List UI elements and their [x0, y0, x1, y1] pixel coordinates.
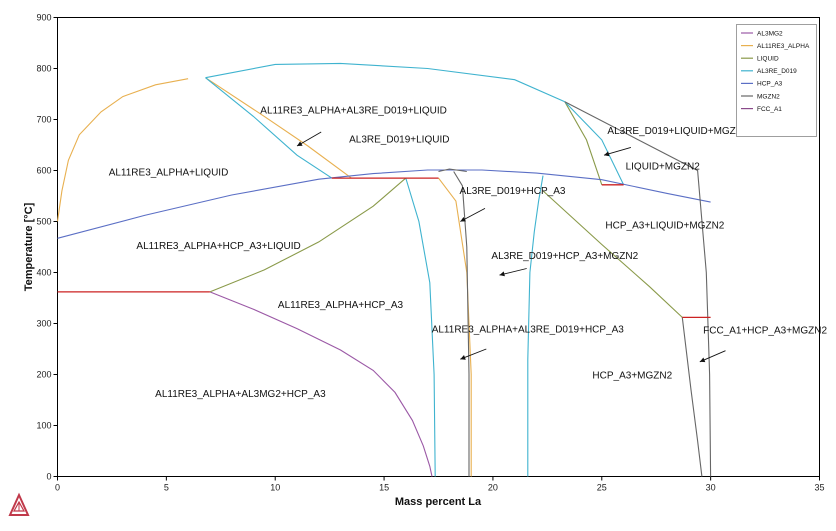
series-al11re3-alpha-line-1 — [205, 77, 352, 179]
region-label-5: AL3RE_D019+HCP_A3 — [460, 186, 566, 197]
region-label-2: AL11RE3_ALPHA+LIQUID — [109, 168, 229, 179]
series-mgzn2-line-1 — [564, 101, 712, 477]
y-tick-label-0: 0 — [46, 472, 51, 482]
legend-label-fcc-a1: FCC_A1 — [757, 106, 782, 113]
series-mgzn2-line-2 — [681, 317, 703, 477]
region-label-12: HCP_A3+MGZN2 — [592, 371, 672, 382]
y-tick-label-4: 400 — [36, 268, 51, 278]
series-al3re-d019-line-3 — [405, 177, 436, 477]
region-label-9: AL11RE3_ALPHA+HCP_A3 — [278, 300, 404, 311]
region-label-7: HCP_A3+LIQUID+MGZN2 — [605, 221, 724, 232]
tie-lines — [57, 177, 711, 319]
y-tick-label-7: 700 — [36, 115, 51, 125]
legend-label-hcp-a3: HCP_A3 — [757, 81, 783, 88]
x-tick-label-3: 15 — [379, 483, 389, 493]
annotation-arrowhead-11 — [699, 357, 706, 363]
series-mgzn2-line-3 — [438, 168, 467, 173]
region-label-3: AL3RE_D019+LIQUID+MGZN2 — [607, 126, 749, 137]
annotation-arrowhead-10 — [460, 355, 466, 360]
x-tick-label-0: 0 — [55, 483, 60, 493]
x-tick-label-6: 30 — [706, 483, 716, 493]
legend: AL3MG2 AL11RE3_ALPHA LIQUID AL3RE_D019 HCP_A… — [736, 24, 817, 137]
series-liquid-line-1 — [542, 190, 683, 318]
legend-box — [736, 24, 817, 137]
legend-label-mgzn2: MGZN2 — [757, 93, 780, 100]
annotation-arrowhead-0 — [297, 141, 303, 146]
legend-label-al3re-d019: AL3RE_D019 — [757, 68, 797, 75]
y-tick-label-1: 100 — [36, 421, 51, 431]
legend-label-liquid: LIQUID — [757, 56, 779, 63]
x-tick-label-1: 5 — [164, 483, 169, 493]
region-label-1: AL3RE_D019+LIQUID — [349, 134, 449, 145]
series-al3re-d019-line-1 — [205, 77, 333, 179]
region-label-8: AL3RE_D019+HCP_A3+MGZN2 — [491, 251, 638, 262]
y-tick-label-5: 500 — [36, 217, 51, 227]
series-mgzn2-line-0 — [453, 171, 470, 477]
annotation-arrowhead-5 — [460, 217, 466, 222]
annotation-arrowhead-8 — [499, 271, 505, 277]
y-tick-label-8: 800 — [36, 64, 51, 74]
region-label-0: AL11RE3_ALPHA+AL3RE_D019+LIQUID — [260, 105, 447, 116]
y-axis: 0 100 200 300 400 500 600 700 800 900 — [36, 13, 58, 482]
region-label-6: AL11RE3_ALPHA+HCP_A3+LIQUID — [136, 241, 300, 252]
series-liquid-line-2 — [564, 101, 603, 185]
x-tick-label-5: 25 — [597, 483, 607, 493]
software-logo-icon — [8, 492, 30, 516]
region-annotations: AL11RE3_ALPHA+AL3RE_D019+LIQUID AL3RE_D01… — [109, 105, 828, 400]
series-al3re-d019-line-4 — [527, 175, 544, 477]
x-axis: 0 5 10 15 20 25 30 35 — [55, 476, 825, 493]
series-al3re-d019-line-2 — [564, 101, 625, 186]
y-tick-label-9: 900 — [36, 13, 51, 23]
region-label-13: AL11RE3_ALPHA+AL3MG2+HCP_A3 — [155, 389, 326, 400]
legend-label-al3mg2: AL3MG2 — [757, 30, 783, 37]
annotation-arrowhead-3 — [604, 151, 610, 157]
legend-label-al11re3-alpha: AL11RE3_ALPHA — [757, 43, 810, 50]
y-tick-label-2: 200 — [36, 370, 51, 380]
x-tick-label-7: 35 — [814, 483, 824, 493]
region-label-10: AL11RE3_ALPHA+AL3RE_D019+HCP_A3 — [432, 325, 625, 336]
series-liquid-line-0 — [209, 177, 407, 293]
region-label-11: FCC_A1+HCP_A3+MGZN2 — [703, 326, 827, 337]
x-tick-label-4: 20 — [488, 483, 498, 493]
y-tick-label-3: 300 — [36, 319, 51, 329]
series-al3re-d019-line-0 — [205, 62, 566, 103]
series-al11re3-alpha-line-0 — [56, 78, 189, 222]
y-tick-label-6: 600 — [36, 166, 51, 176]
x-axis-title: Mass percent La — [395, 496, 482, 508]
y-axis-title: Temperature [°C] — [23, 202, 35, 291]
series-al3mg2-line-0 — [209, 291, 433, 477]
x-tick-label-2: 10 — [270, 483, 280, 493]
region-label-4: LIQUID+MGZN2 — [626, 162, 701, 173]
